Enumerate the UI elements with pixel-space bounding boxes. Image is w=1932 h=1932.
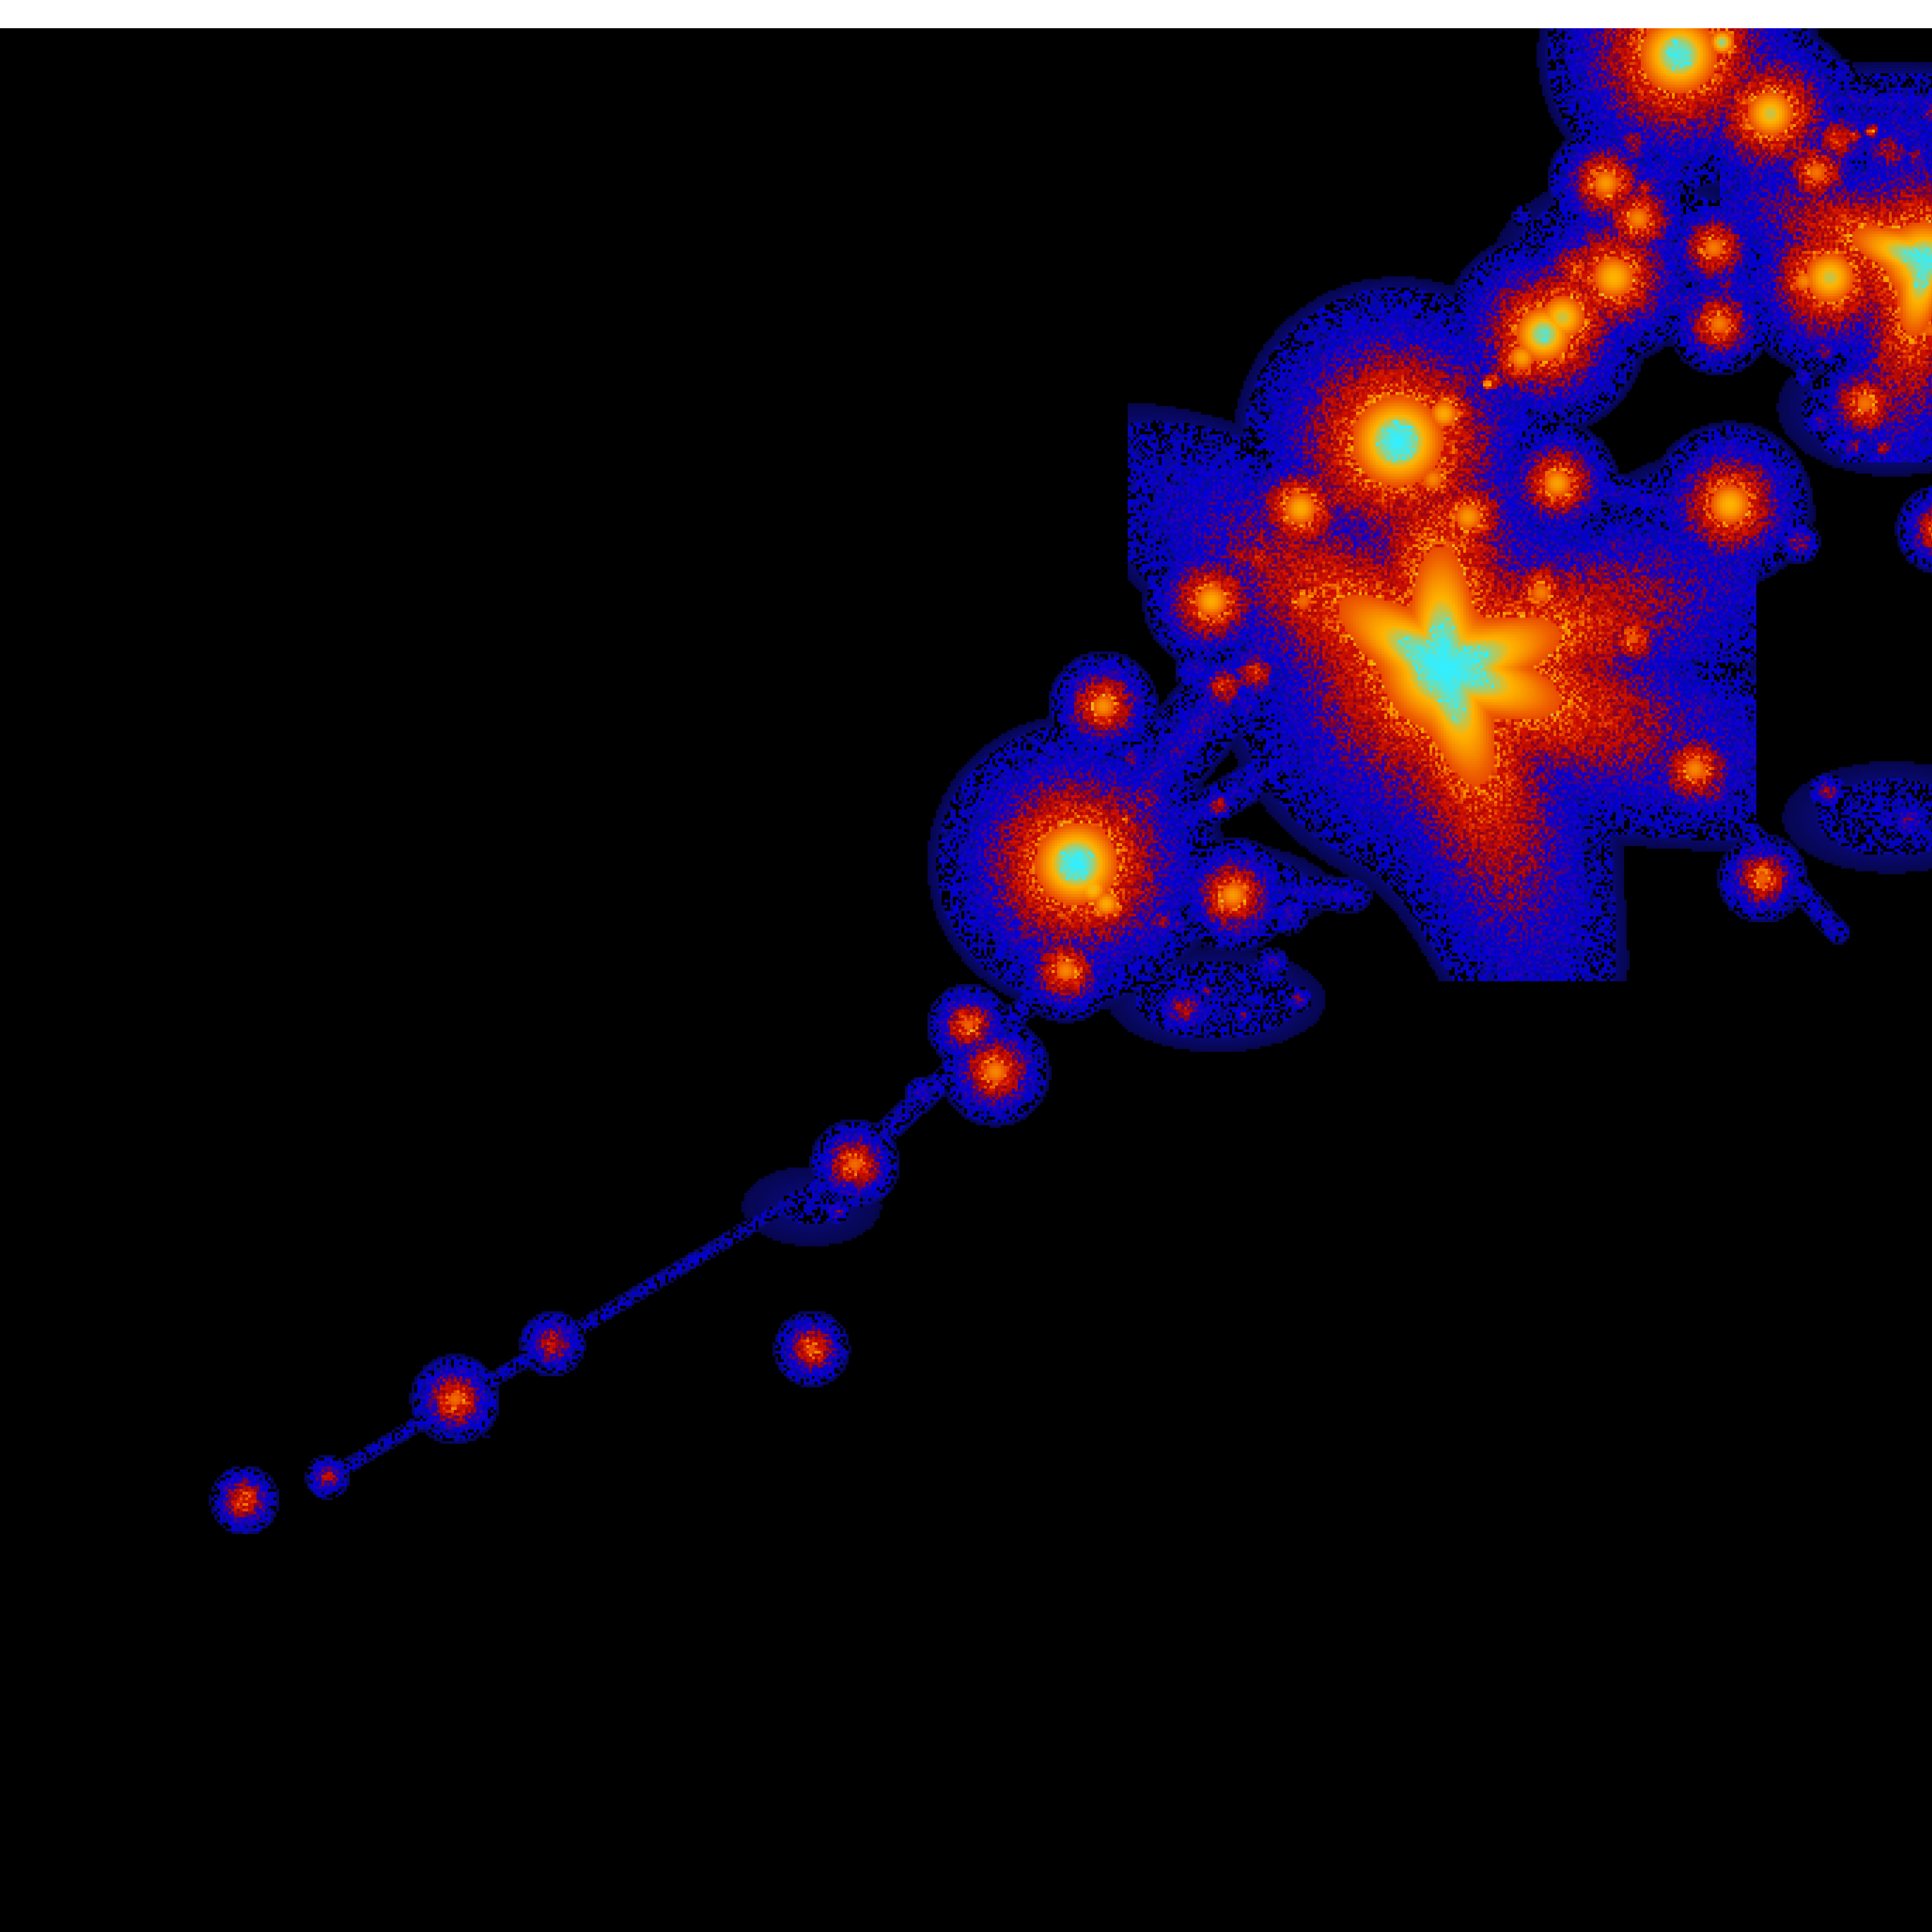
population-density-raster bbox=[0, 28, 1932, 1932]
map-canvas-frame bbox=[0, 28, 1932, 1932]
top-margin-band bbox=[0, 0, 1932, 28]
